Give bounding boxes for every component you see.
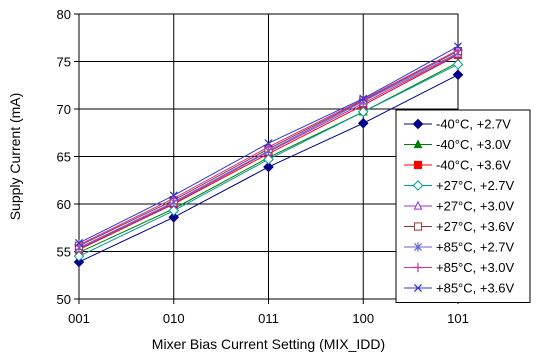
legend-item: +85°C, +2.7V	[404, 240, 515, 255]
legend-label: -40°C, +2.7V	[436, 117, 511, 132]
data-point	[357, 106, 369, 118]
y-tick-label: 55	[57, 245, 71, 260]
y-tick-label: 80	[57, 7, 71, 22]
data-point	[74, 240, 84, 250]
legend-marker	[413, 242, 423, 252]
legend-marker	[412, 180, 424, 191]
legend-marker	[413, 222, 423, 231]
legend-item: +85°C, +3.6V	[404, 281, 515, 296]
y-axis-ticks: 50 55 60 65 70 75 80	[57, 7, 79, 307]
legend-item: +27°C, +3.6V	[404, 219, 515, 234]
data-point	[73, 250, 85, 262]
y-tick-label: 50	[57, 292, 71, 307]
legend-marker	[413, 139, 423, 149]
data-point	[263, 154, 274, 165]
legend-marker	[413, 200, 423, 210]
data-point	[168, 205, 180, 216]
y-tick-label: 70	[57, 102, 71, 117]
legend-item: -40°C, +3.6V	[404, 158, 511, 173]
legend-item: +85°C, +3.0V	[404, 260, 515, 275]
legend-item: -40°C, +3.0V	[404, 137, 511, 152]
data-point	[168, 211, 180, 223]
series-group	[73, 42, 464, 268]
data-point	[357, 117, 369, 129]
legend-marker	[413, 262, 423, 273]
data-point	[74, 238, 84, 247]
legend-label: +85°C, +2.7V	[436, 240, 515, 255]
data-point	[359, 94, 368, 103]
legend-marker	[413, 283, 423, 293]
legend-label: +85°C, +3.0V	[436, 260, 515, 275]
series-9	[74, 42, 463, 247]
x-axis-title: Mixer Bias Current Setting (MIX_IDD)	[152, 336, 385, 352]
data-point	[169, 191, 178, 200]
legend-item: +27°C, +2.7V	[404, 178, 515, 193]
legend-item: +27°C, +3.0V	[404, 199, 515, 214]
data-point	[453, 42, 463, 51]
series-1	[73, 69, 464, 268]
legend-label: +27°C, +3.0V	[436, 199, 515, 214]
x-tick-label: 001	[68, 311, 90, 326]
x-tick-label: 011	[258, 311, 279, 326]
data-point	[452, 69, 464, 81]
series-4	[73, 59, 464, 262]
legend-item: -40°C, +2.7V	[404, 117, 511, 132]
data-point	[452, 59, 464, 70]
x-tick-label: 101	[447, 311, 469, 326]
legend-label: -40°C, +3.6V	[436, 158, 511, 173]
legend: -40°C, +2.7V -40°C, +3.0V -40°C, +3.6V +27°…	[395, 109, 531, 303]
legend-label: -40°C, +3.0V	[436, 137, 511, 152]
y-tick-label: 60	[57, 197, 71, 212]
x-axis-ticks: 001 010 011 100 101	[68, 299, 469, 326]
legend-label: +85°C, +3.6V	[436, 281, 515, 296]
y-axis-title: Supply Current (mA)	[7, 93, 23, 221]
legend-marker	[413, 160, 423, 170]
data-point	[73, 256, 85, 268]
y-tick-label: 75	[57, 55, 71, 70]
legend-label: +27°C, +2.7V	[436, 178, 515, 193]
legend-label: +27°C, +3.6V	[436, 219, 515, 234]
x-tick-label: 100	[352, 311, 374, 326]
data-point	[264, 139, 273, 148]
x-tick-label: 010	[163, 311, 185, 326]
data-point	[263, 161, 274, 173]
legend-marker	[412, 118, 424, 130]
y-tick-label: 65	[57, 150, 71, 165]
